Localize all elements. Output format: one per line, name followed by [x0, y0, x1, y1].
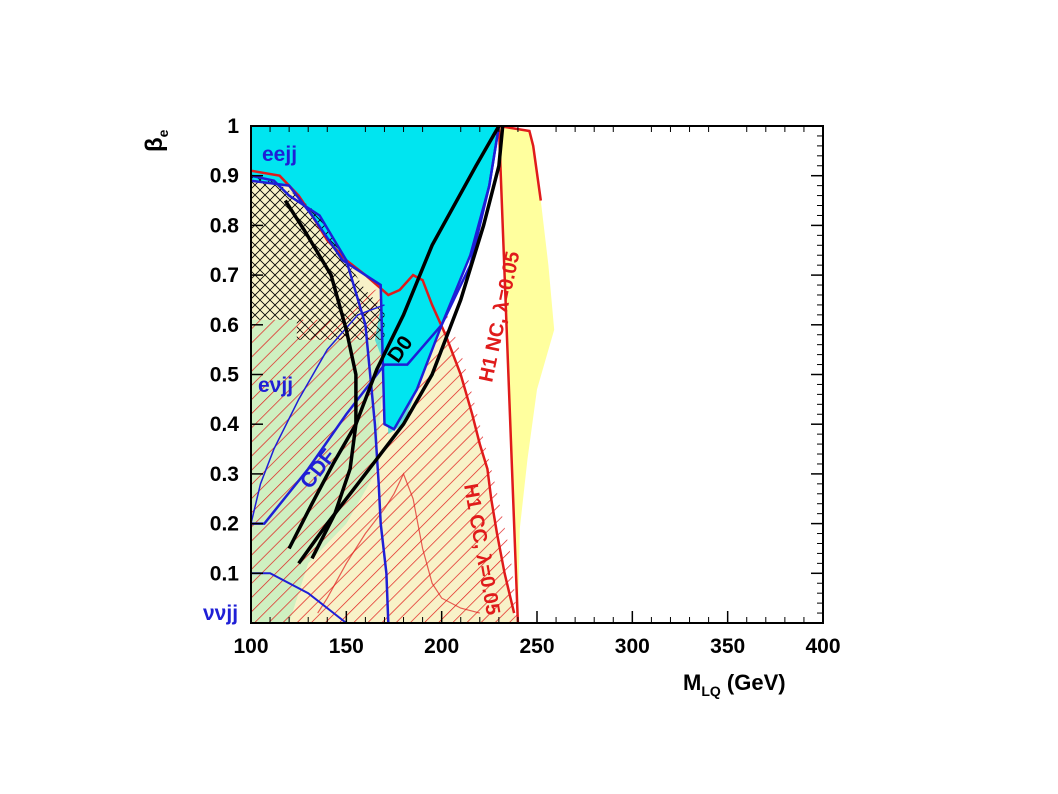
y-tick-label: 0.7 — [210, 264, 239, 287]
curve-d0 — [283, 199, 358, 560]
region-crosshatch — [251, 175, 385, 340]
curve-blue-inner — [251, 304, 385, 524]
y-tick-label: 0.4 — [210, 413, 240, 436]
x-axis: 100 150 200 250 300 350 400 — [233, 126, 841, 658]
label-vvjj: ννjj — [203, 602, 238, 625]
x-tick-label: 150 — [329, 635, 364, 658]
curve-vvjj — [251, 126, 501, 525]
curve-evjj — [251, 174, 390, 623]
x-tick-label: 350 — [710, 635, 745, 658]
y-tick-label: 0.6 — [210, 314, 239, 337]
y-tick-label: 0.8 — [210, 214, 240, 237]
y-tick-label: 0.3 — [210, 463, 239, 486]
x-tick-label: 100 — [233, 635, 268, 658]
y-axis: 0.1 0.2 0.3 0.4 0.5 0.6 0.7 0.8 0.9 1 — [210, 115, 823, 614]
curve-black-lower — [297, 126, 505, 565]
x-tick-label: 200 — [424, 635, 459, 658]
y-axis-title: βe — [141, 129, 171, 152]
x-axis-title: MLQ (GeV) — [683, 670, 786, 699]
curve-h1cc-left — [317, 472, 480, 614]
y-tick-label: 0.1 — [210, 562, 240, 585]
y-tick-label: 1 — [227, 115, 239, 138]
y-tick-label: 0.2 — [210, 513, 239, 536]
label-eejj: eejj — [262, 143, 297, 166]
curve-eejj — [251, 126, 501, 431]
curve-h1nc-right — [497, 126, 543, 623]
x-tick-label: 250 — [519, 635, 554, 658]
x-tick-label: 300 — [615, 635, 650, 658]
label-evjj: eνjj — [258, 374, 293, 397]
x-tick-label: 400 — [805, 635, 840, 658]
curve-cdf — [287, 126, 501, 550]
region-h1nc-band — [498, 126, 555, 623]
y-tick-label: 0.9 — [210, 165, 239, 188]
y-tick-label: 0.5 — [210, 364, 240, 387]
region-eejj — [251, 126, 499, 430]
